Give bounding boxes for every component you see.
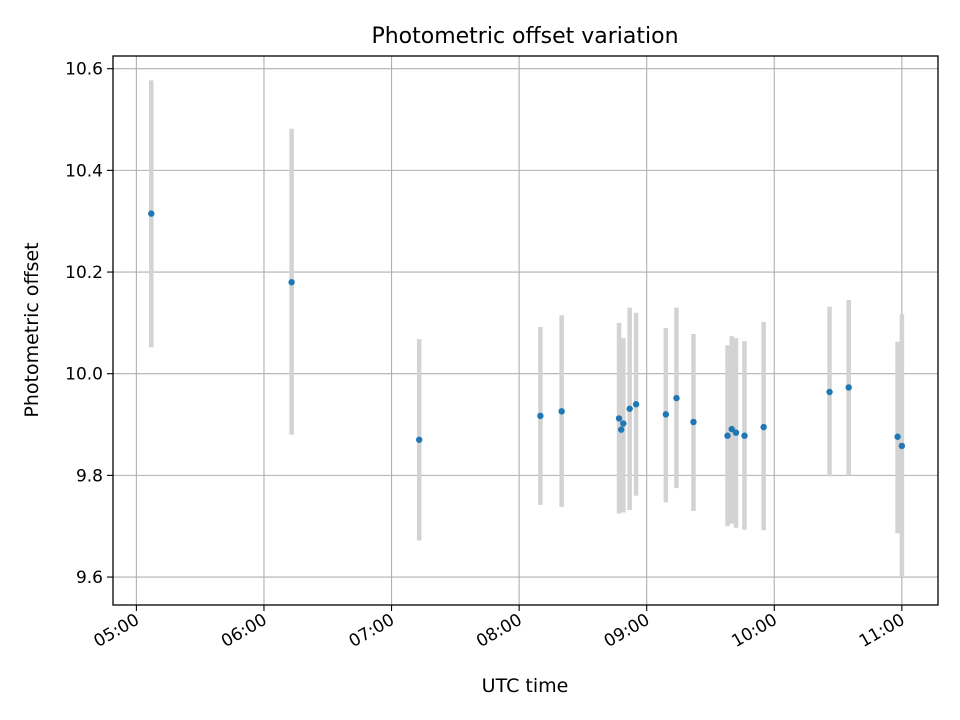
data-point [728,425,735,433]
data-point [148,210,155,217]
data-point [626,405,633,412]
y-tick-label: 10.4 [65,161,103,181]
data-point [632,401,640,408]
data-point [673,394,680,402]
y-grid [113,68,938,578]
y-tick-label: 10.2 [65,263,103,283]
data-point [617,426,625,433]
data-point [894,433,901,440]
data-point [415,436,423,443]
data-point [288,279,295,286]
y-tick-label: 9.8 [76,466,103,486]
data-point [615,415,623,422]
y-axis: 9.6 9.8 10.0 10.2 10.4 10.6 [65,60,113,588]
y-tick-label: 9.6 [76,568,103,588]
data-points [148,210,906,450]
data-point [741,432,748,439]
x-grid [135,56,903,605]
data-point [558,408,565,415]
data-point [732,429,740,436]
chart-title: Photometric offset variation [371,24,678,49]
x-axis-label: UTC time [482,675,569,697]
data-point [662,411,670,418]
plot-frame [112,55,939,606]
y-axis-label: Photometric offset [21,242,43,417]
data-point [690,418,697,426]
data-point [724,432,731,439]
data-point [537,412,544,420]
y-tick-label: 10.0 [65,365,103,385]
data-point [898,442,906,450]
y-tick-label: 10.6 [65,60,103,80]
data-point [760,423,767,431]
data-point [845,384,852,391]
data-point [826,388,833,396]
data-point [620,420,627,427]
